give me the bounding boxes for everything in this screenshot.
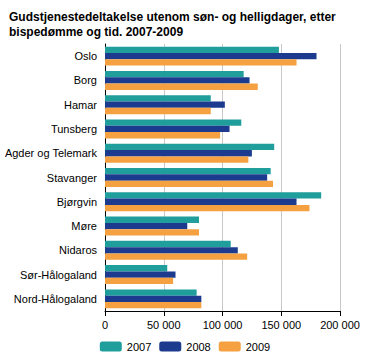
svg-text:Sør-Hålogaland: Sør-Hålogaland [20, 269, 97, 281]
svg-text:0: 0 [102, 319, 108, 331]
svg-text:2009: 2009 [246, 341, 270, 353]
svg-text:Agder og Telemark: Agder og Telemark [5, 147, 98, 159]
svg-text:100 000: 100 000 [203, 319, 243, 331]
svg-text:Nord-Hålogaland: Nord-Hålogaland [14, 293, 97, 305]
svg-text:200 000: 200 000 [320, 319, 360, 331]
svg-text:Møre: Møre [71, 220, 97, 232]
svg-text:Gudstjenestedeltakelse utenom: Gudstjenestedeltakelse utenom søn- og he… [9, 10, 336, 24]
svg-text:Bjørgvin: Bjørgvin [57, 196, 97, 208]
svg-text:bispedømme og tid. 2007-2009: bispedømme og tid. 2007-2009 [9, 25, 183, 39]
svg-text:2008: 2008 [186, 341, 210, 353]
svg-text:Hamar: Hamar [64, 99, 97, 111]
svg-text:50 000: 50 000 [147, 319, 181, 331]
svg-text:Oslo: Oslo [74, 50, 97, 62]
svg-text:Tunsberg: Tunsberg [51, 123, 97, 135]
svg-text:150 000: 150 000 [261, 319, 301, 331]
svg-text:Borg: Borg [74, 74, 97, 86]
svg-text:Stavanger: Stavanger [47, 172, 97, 184]
svg-text:2007: 2007 [127, 341, 151, 353]
svg-text:Nidaros: Nidaros [59, 244, 97, 256]
